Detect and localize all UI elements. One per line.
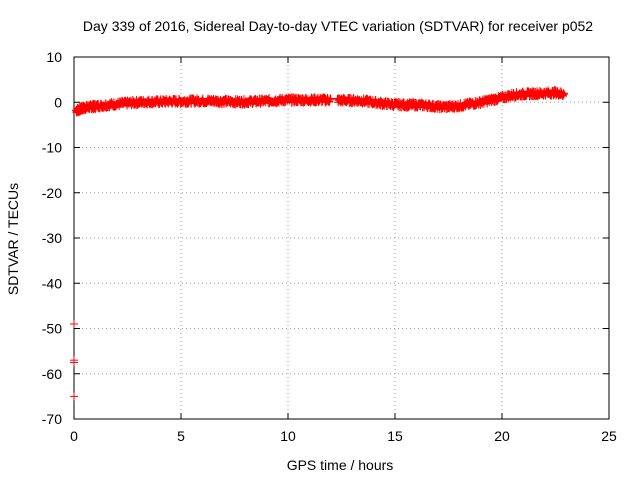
y-tick-label: 10 <box>46 49 62 65</box>
y-tick-label: -60 <box>42 366 62 382</box>
x-tick-label: 15 <box>387 428 403 444</box>
x-tick-label: 5 <box>177 428 185 444</box>
x-axis-title: GPS time / hours <box>287 457 394 473</box>
data-point <box>70 319 78 328</box>
x-tick-label: 25 <box>601 428 617 444</box>
y-tick-label: 0 <box>54 94 62 110</box>
x-axis: 0 5 10 15 20 25 <box>70 57 617 444</box>
x-tick-label: 20 <box>494 428 510 444</box>
y-axis-title: SDTVAR / TECUs <box>5 183 21 295</box>
grid <box>74 57 609 419</box>
data-point <box>70 358 78 367</box>
data-point <box>70 392 78 401</box>
y-tick-label: -10 <box>42 140 62 156</box>
y-tick-label: -20 <box>42 185 62 201</box>
data-point <box>560 90 569 99</box>
y-tick-label: -30 <box>42 230 62 246</box>
y-axis: 10 0 -10 -20 -30 -40 -50 -60 -70 <box>42 49 609 427</box>
x-tick-label: 0 <box>70 428 78 444</box>
y-tick-label: -70 <box>42 411 62 427</box>
chart-title: Day 339 of 2016, Sidereal Day-to-day VTE… <box>83 18 593 34</box>
x-tick-label: 10 <box>280 428 296 444</box>
y-tick-label: -50 <box>42 321 62 337</box>
data-series <box>70 86 569 401</box>
y-tick-label: -40 <box>42 275 62 291</box>
